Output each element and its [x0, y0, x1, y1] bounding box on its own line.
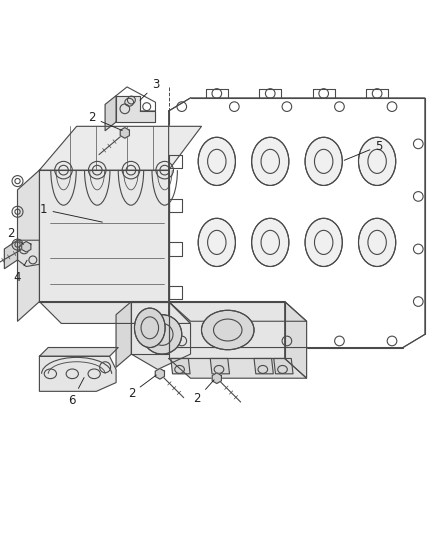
Polygon shape [212, 373, 221, 383]
Text: 1: 1 [40, 203, 102, 222]
Polygon shape [254, 359, 273, 374]
Polygon shape [131, 302, 169, 354]
Text: 3: 3 [140, 78, 159, 100]
Ellipse shape [198, 138, 236, 185]
Ellipse shape [305, 219, 343, 266]
Polygon shape [39, 126, 201, 170]
Polygon shape [116, 96, 155, 122]
Ellipse shape [358, 219, 396, 266]
Polygon shape [116, 302, 131, 367]
Text: 6: 6 [68, 377, 84, 407]
Polygon shape [4, 240, 18, 269]
Ellipse shape [251, 138, 289, 185]
Ellipse shape [134, 308, 165, 348]
Polygon shape [39, 170, 169, 302]
Ellipse shape [201, 310, 254, 350]
Polygon shape [169, 302, 285, 359]
Polygon shape [171, 359, 190, 374]
Text: 5: 5 [344, 140, 382, 160]
Polygon shape [131, 302, 191, 369]
Text: 2: 2 [127, 375, 156, 400]
Polygon shape [274, 359, 293, 374]
Ellipse shape [198, 219, 236, 266]
Polygon shape [120, 127, 129, 138]
Text: 2: 2 [88, 111, 122, 131]
Polygon shape [22, 241, 31, 252]
Polygon shape [39, 348, 118, 356]
Polygon shape [18, 240, 39, 266]
Ellipse shape [251, 219, 289, 266]
Polygon shape [210, 359, 230, 374]
Ellipse shape [358, 138, 396, 185]
Polygon shape [169, 359, 307, 378]
Polygon shape [155, 368, 164, 379]
Polygon shape [285, 302, 307, 378]
Ellipse shape [305, 138, 343, 185]
Polygon shape [39, 356, 116, 391]
Polygon shape [169, 302, 307, 321]
Text: 2: 2 [193, 380, 214, 405]
Text: 2: 2 [7, 227, 23, 245]
Polygon shape [18, 170, 39, 321]
Text: 4: 4 [14, 260, 27, 284]
Polygon shape [105, 96, 116, 131]
Polygon shape [39, 302, 191, 324]
Ellipse shape [142, 314, 182, 354]
